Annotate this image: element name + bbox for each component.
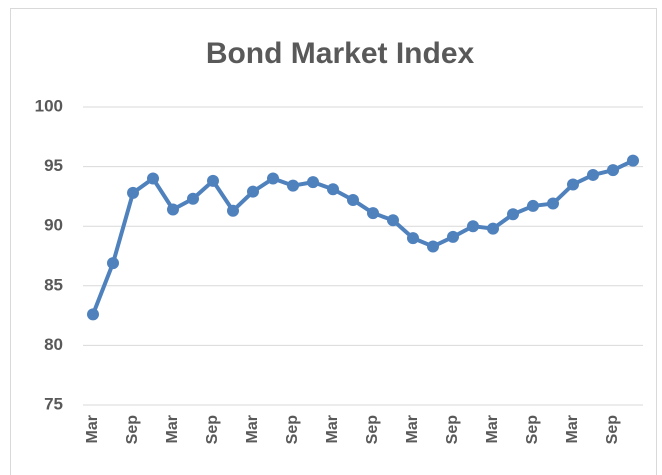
- x-tick-label: Sep: [124, 415, 141, 445]
- chart-title: Bond Market Index: [206, 37, 475, 70]
- data-point: [147, 172, 159, 185]
- data-point: [527, 199, 539, 212]
- data-point: [227, 204, 239, 217]
- series-line: [91, 158, 634, 316]
- data-point: [347, 193, 359, 206]
- data-point: [587, 168, 599, 181]
- x-tick-label: Mar: [484, 415, 501, 443]
- x-tick-label: Sep: [284, 415, 301, 445]
- x-tick-label: Mar: [244, 415, 261, 443]
- data-point: [427, 240, 439, 253]
- x-tick-label: Sep: [204, 415, 221, 445]
- data-point: [627, 154, 639, 167]
- data-point: [187, 192, 199, 205]
- x-tick-label: Mar: [564, 415, 581, 443]
- data-point: [607, 164, 619, 177]
- data-point: [87, 308, 99, 321]
- data-point: [327, 183, 339, 196]
- y-tick-label: 85: [44, 275, 63, 294]
- x-tick-label: Sep: [524, 415, 541, 445]
- y-tick-label: 75: [44, 394, 63, 413]
- y-tick-label: 100: [35, 96, 63, 115]
- data-point: [407, 232, 419, 245]
- x-tick-label: Sep: [364, 415, 381, 445]
- x-tick-label: Sep: [604, 415, 621, 445]
- data-point: [307, 176, 319, 189]
- data-point: [487, 222, 499, 235]
- data-point: [247, 185, 259, 198]
- data-point: [127, 186, 139, 199]
- data-point: [387, 214, 399, 227]
- data-point: [367, 207, 379, 220]
- y-tick-label: 95: [44, 156, 63, 175]
- data-point: [167, 203, 179, 216]
- y-tick-label: 80: [44, 335, 63, 354]
- data-point: [507, 208, 519, 221]
- data-point: [207, 174, 219, 187]
- data-point: [107, 257, 119, 270]
- data-point: [467, 220, 479, 233]
- x-tick-label: Mar: [404, 415, 421, 443]
- x-tick-label: Mar: [324, 415, 341, 443]
- data-point: [447, 230, 459, 243]
- data-point: [287, 179, 299, 192]
- data-point: [267, 172, 279, 185]
- y-tick-label: 90: [44, 216, 63, 235]
- x-tick-label: Mar: [164, 415, 181, 443]
- x-tick-label: Sep: [444, 415, 461, 445]
- x-tick-label: Mar: [84, 415, 101, 443]
- data-point: [547, 197, 559, 210]
- data-point: [567, 178, 579, 191]
